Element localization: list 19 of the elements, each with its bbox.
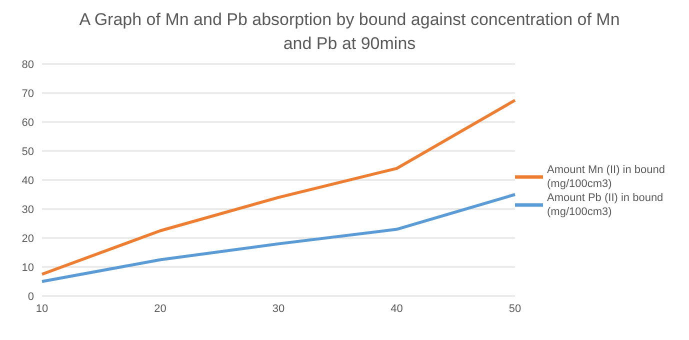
x-tick-label: 30 bbox=[272, 302, 285, 315]
legend-label: Amount Pb (II) in bound (mg/100cm3) bbox=[547, 191, 664, 219]
x-tick-label: 10 bbox=[36, 302, 48, 315]
y-tick-label: 10 bbox=[22, 262, 34, 274]
y-tick-label: 40 bbox=[22, 174, 34, 187]
line-series bbox=[40, 98, 516, 276]
y-tick-label: 80 bbox=[22, 58, 34, 71]
x-tick-label: 20 bbox=[154, 302, 166, 315]
y-tick-label: 0 bbox=[28, 290, 34, 303]
x-tick-label: 40 bbox=[390, 302, 403, 315]
y-tick-label: 20 bbox=[22, 232, 34, 245]
y-tick-label: 50 bbox=[22, 146, 34, 158]
y-tick-label: 30 bbox=[22, 204, 34, 216]
y-tick-label: 70 bbox=[22, 88, 34, 100]
y-tick-label: 60 bbox=[22, 116, 34, 129]
legend-label: Amount Mn (II) in bound (mg/100cm3) bbox=[547, 163, 666, 191]
chart-title: A Graph of Mn and Pb absorption by bound against concentration of Mn and Pb at 90mins bbox=[78, 9, 621, 55]
x-tick-label: 50 bbox=[508, 302, 522, 315]
line-series bbox=[40, 193, 516, 283]
